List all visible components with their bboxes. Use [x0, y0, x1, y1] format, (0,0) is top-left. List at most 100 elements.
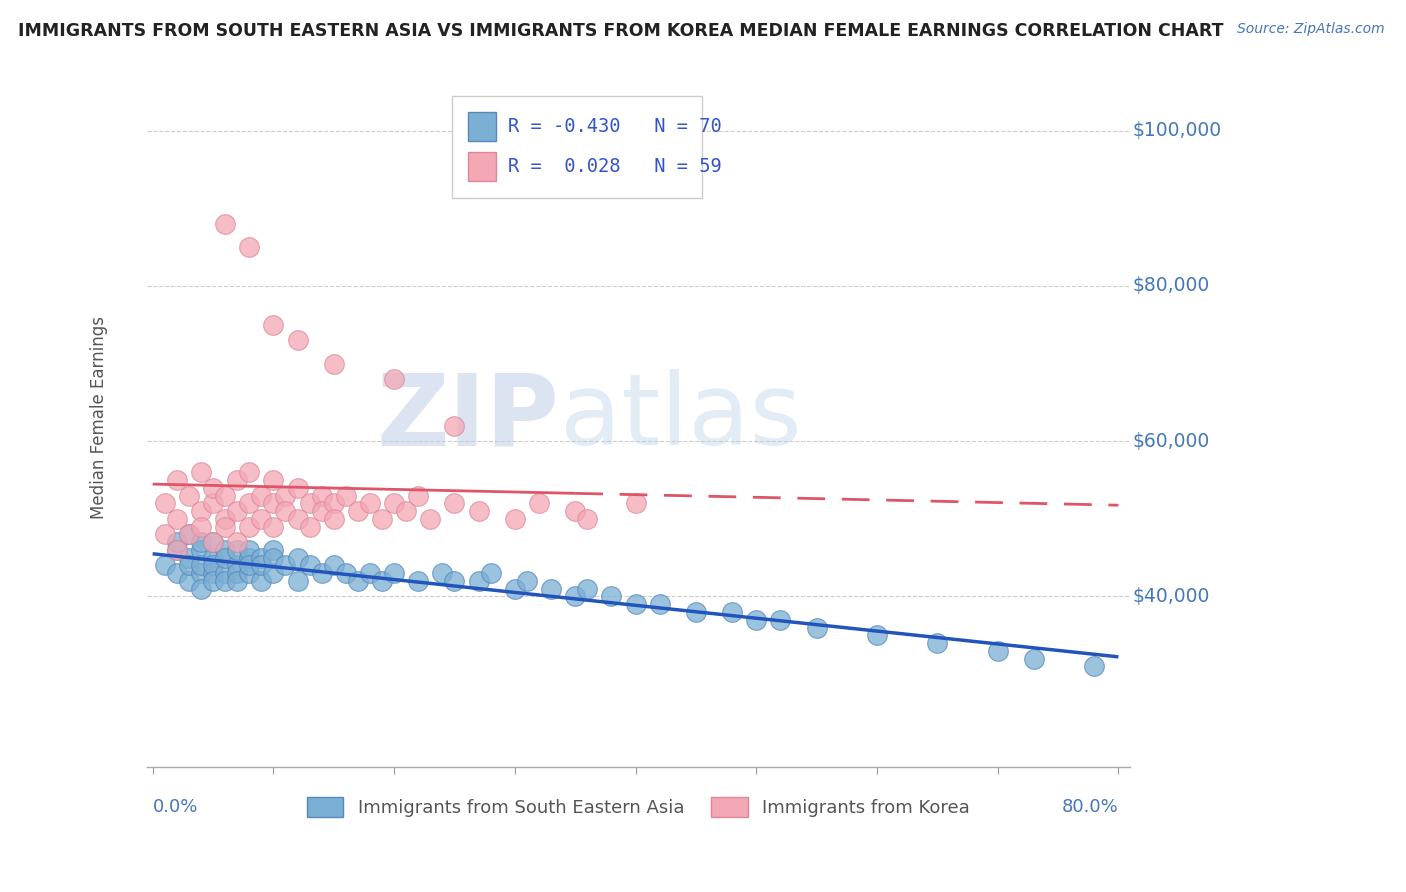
Point [866, 628, 889, 642]
Point [311, 489, 333, 503]
Point [166, 542, 188, 557]
Point [226, 566, 249, 581]
FancyBboxPatch shape [451, 96, 703, 198]
Point [226, 473, 249, 487]
Point [153, 527, 176, 541]
Point [201, 535, 224, 549]
Point [322, 558, 344, 573]
Point [406, 489, 429, 503]
Point [201, 566, 224, 581]
Point [322, 496, 344, 510]
Text: $100,000: $100,000 [1133, 121, 1222, 140]
Point [177, 489, 200, 503]
Point [721, 605, 744, 619]
Point [624, 597, 647, 611]
Point [371, 512, 394, 526]
Point [190, 519, 212, 533]
Point [287, 481, 309, 495]
Point [238, 519, 260, 533]
Point [166, 535, 188, 549]
Point [214, 550, 236, 565]
Point [516, 574, 538, 588]
Text: atlas: atlas [560, 369, 801, 467]
Point [226, 535, 249, 549]
Point [1083, 659, 1105, 673]
Text: R =  0.028   N = 59: R = 0.028 N = 59 [508, 157, 721, 176]
Point [201, 574, 224, 588]
Point [467, 574, 489, 588]
Point [238, 542, 260, 557]
Point [1022, 651, 1045, 665]
Point [432, 566, 454, 581]
Point [287, 574, 309, 588]
Point [359, 566, 381, 581]
Point [298, 558, 321, 573]
Point [274, 504, 297, 518]
Point [298, 496, 321, 510]
Point [527, 496, 550, 510]
Point [443, 418, 465, 433]
Point [395, 504, 418, 518]
Text: 80.0%: 80.0% [1062, 798, 1118, 816]
Point [201, 558, 224, 573]
Point [226, 574, 249, 588]
Legend: Immigrants from South Eastern Asia, Immigrants from Korea: Immigrants from South Eastern Asia, Immi… [299, 789, 977, 824]
Point [166, 512, 188, 526]
Point [214, 574, 236, 588]
Point [298, 519, 321, 533]
Text: $40,000: $40,000 [1133, 587, 1211, 606]
Point [250, 550, 273, 565]
Point [274, 558, 297, 573]
Point [153, 558, 176, 573]
Point [624, 496, 647, 510]
Point [503, 512, 526, 526]
Point [335, 489, 357, 503]
Point [503, 582, 526, 596]
Text: IMMIGRANTS FROM SOUTH EASTERN ASIA VS IMMIGRANTS FROM KOREA MEDIAN FEMALE EARNIN: IMMIGRANTS FROM SOUTH EASTERN ASIA VS IM… [18, 22, 1223, 40]
Point [190, 465, 212, 479]
Point [153, 496, 176, 510]
Point [250, 558, 273, 573]
Point [177, 558, 200, 573]
FancyBboxPatch shape [468, 112, 496, 141]
Point [226, 558, 249, 573]
Point [262, 473, 284, 487]
Point [238, 558, 260, 573]
Point [745, 613, 768, 627]
Point [287, 512, 309, 526]
Text: Median Female Earnings: Median Female Earnings [90, 317, 108, 519]
Point [769, 613, 792, 627]
Point [262, 550, 284, 565]
Point [250, 489, 273, 503]
Point [177, 550, 200, 565]
Point [190, 558, 212, 573]
Point [262, 542, 284, 557]
Point [311, 504, 333, 518]
Point [347, 574, 370, 588]
Point [250, 512, 273, 526]
Point [576, 582, 599, 596]
Point [226, 542, 249, 557]
Point [359, 496, 381, 510]
FancyBboxPatch shape [468, 152, 496, 181]
Point [226, 504, 249, 518]
Point [177, 527, 200, 541]
Point [201, 535, 224, 549]
Point [311, 566, 333, 581]
Point [479, 566, 502, 581]
Text: $80,000: $80,000 [1133, 277, 1211, 295]
Point [166, 542, 188, 557]
Point [287, 550, 309, 565]
Text: R = -0.430   N = 70: R = -0.430 N = 70 [508, 117, 721, 136]
Point [443, 496, 465, 510]
Point [443, 574, 465, 588]
Point [927, 636, 949, 650]
Point [190, 566, 212, 581]
Point [335, 566, 357, 581]
Point [250, 574, 273, 588]
Point [322, 357, 344, 371]
Point [238, 566, 260, 581]
Point [262, 496, 284, 510]
Point [214, 512, 236, 526]
Point [238, 550, 260, 565]
